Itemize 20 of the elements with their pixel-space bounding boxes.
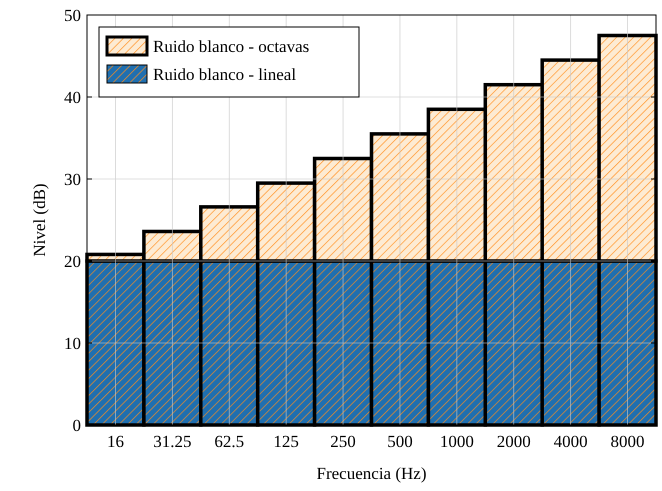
x-tick-label: 250 <box>330 432 356 451</box>
x-tick-label: 8000 <box>610 432 645 451</box>
x-tick-label: 2000 <box>496 432 531 451</box>
x-axis-title: Frecuencia (Hz) <box>316 464 426 483</box>
x-tick-label: 62.5 <box>214 432 244 451</box>
legend-label: Ruido blanco - octavas <box>153 36 310 56</box>
y-tick-label: 10 <box>64 334 81 353</box>
x-tick-label: 125 <box>273 432 299 451</box>
y-tick-label: 30 <box>64 170 81 189</box>
y-tick-label: 0 <box>72 416 81 435</box>
y-tick-label: 50 <box>64 6 81 25</box>
x-tick-label: 500 <box>387 432 413 451</box>
x-tick-label: 4000 <box>554 432 588 451</box>
x-tick-label: 1000 <box>440 432 474 451</box>
y-tick-label: 40 <box>64 88 81 107</box>
x-tick-label: 16 <box>106 432 124 451</box>
y-tick-label: 20 <box>64 252 81 271</box>
x-tick-label: 31.25 <box>153 432 192 451</box>
y-axis-title: Nivel (dB) <box>30 183 49 257</box>
legend-label: Ruido blanco - lineal <box>153 64 296 84</box>
